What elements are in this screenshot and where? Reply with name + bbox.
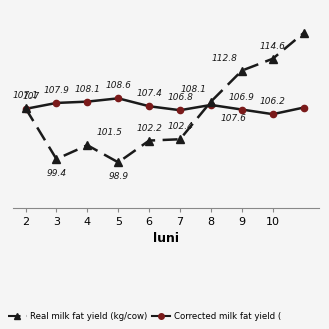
Text: 99.4: 99.4 (46, 168, 66, 178)
Text: 106.9: 106.9 (229, 93, 255, 102)
Text: 107.1: 107.1 (13, 91, 38, 100)
Text: 108.6: 108.6 (105, 81, 131, 90)
Legend: Real milk fat yield (kg/cow), Corrected milk fat yield (: Real milk fat yield (kg/cow), Corrected … (8, 313, 281, 321)
Text: 107.4: 107.4 (136, 89, 162, 98)
Text: 108.1: 108.1 (74, 85, 100, 94)
Text: 107: 107 (22, 92, 40, 101)
Text: 108.1: 108.1 (180, 85, 206, 94)
Text: 102.2: 102.2 (136, 124, 162, 133)
Text: 112.8: 112.8 (211, 54, 237, 63)
Text: 98.9: 98.9 (108, 172, 128, 181)
Text: 101.5: 101.5 (97, 128, 122, 137)
Text: 114.6: 114.6 (260, 42, 286, 51)
X-axis label: luni: luni (153, 233, 179, 245)
Text: 107.9: 107.9 (43, 86, 69, 95)
Text: 102.4: 102.4 (167, 122, 193, 131)
Text: 106.8: 106.8 (167, 93, 193, 102)
Text: 107.6: 107.6 (220, 114, 246, 123)
Text: 106.2: 106.2 (260, 97, 286, 106)
